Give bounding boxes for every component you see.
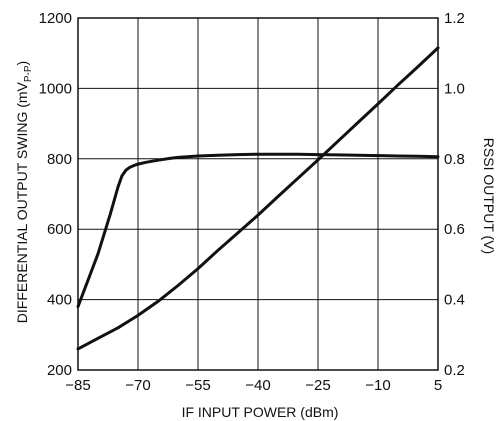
series-lines [76, 46, 440, 351]
differential-swing-line [76, 152, 440, 309]
y-right-tick-label: 0.2 [444, 362, 465, 379]
y-left-tick-label: 200 [47, 362, 72, 379]
y-left-tick-label: 600 [47, 221, 72, 238]
left-axis-title-subscript: P-P [23, 65, 34, 82]
x-tick-label: −40 [245, 377, 270, 394]
x-tick-label: −85 [65, 377, 90, 394]
y-right-tick-label: 1.2 [444, 10, 465, 27]
grid-lines [78, 18, 438, 370]
y-right-tick-label: 0.6 [444, 221, 465, 238]
y-right-tick-label: 0.4 [444, 292, 465, 309]
x-tick-label: −70 [125, 377, 150, 394]
x-axis-title: IF INPUT POWER (dBm) [182, 404, 339, 420]
y-left-tick-label: 400 [47, 292, 72, 309]
x-tick-label: −55 [185, 377, 210, 394]
y-right-tick-label: 0.8 [444, 151, 465, 168]
right-axis-title: RSSI OUTPUT (V) [481, 138, 497, 254]
rssi-output-line [76, 46, 440, 351]
x-tick-label: −10 [365, 377, 390, 394]
left-axis-title-close: ) [14, 61, 30, 66]
y-right-tick-label: 1.0 [444, 80, 465, 97]
left-axis-title: DIFFERENTIAL OUTPUT SWING (mVP-P) [14, 61, 34, 323]
y-left-tick-label: 1000 [39, 80, 72, 97]
y-left-tick-label: 800 [47, 151, 72, 168]
y-left-tick-label: 1200 [39, 10, 72, 27]
plot-frame [77, 17, 439, 371]
tick-labels: −85 −70 −55 −40 −25 −10 5 200 400 600 800 1000 1200 0… [39, 10, 465, 394]
x-tick-label: −25 [305, 377, 330, 394]
x-tick-label: 5 [434, 377, 442, 394]
left-axis-title-main: DIFFERENTIAL OUTPUT SWING (mV [14, 81, 30, 323]
